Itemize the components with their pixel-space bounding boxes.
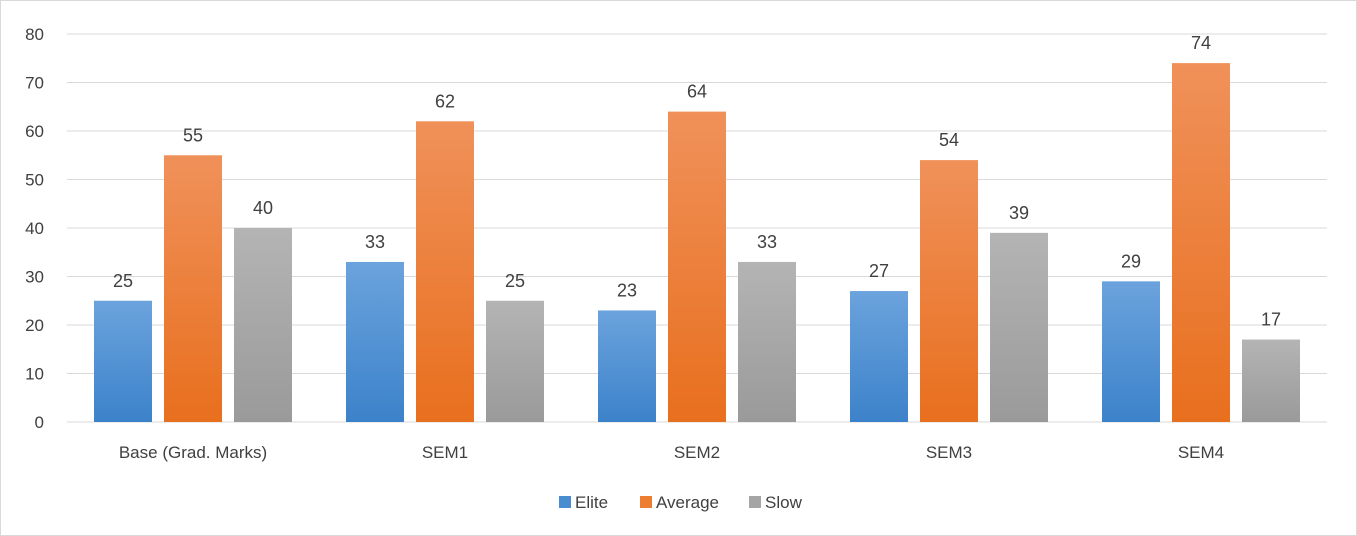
data-label: 25 xyxy=(505,271,525,291)
data-labels: 25 55 40 33 62 25 23 64 33 27 54 39 29 74 17 xyxy=(113,33,1281,329)
legend-item-slow: Slow xyxy=(749,493,803,512)
x-category-label: SEM1 xyxy=(422,443,468,462)
y-tick-label: 50 xyxy=(25,171,44,190)
data-label: 25 xyxy=(113,271,133,291)
bar-elite-4 xyxy=(1102,281,1160,422)
data-label: 39 xyxy=(1009,203,1029,223)
bar-slow-1 xyxy=(486,300,544,422)
bar-slow-3 xyxy=(990,232,1048,422)
x-category-label: SEM3 xyxy=(926,443,972,462)
data-label: 54 xyxy=(939,130,959,150)
y-tick-label: 10 xyxy=(25,365,44,384)
x-category-label: SEM4 xyxy=(1178,443,1224,462)
bar-slow-2 xyxy=(738,261,796,422)
x-axis-categories: Base (Grad. Marks) SEM1 SEM2 SEM3 SEM4 xyxy=(119,443,1224,462)
y-tick-label: 0 xyxy=(35,413,44,432)
bar-elite-0 xyxy=(94,300,152,422)
legend-swatch xyxy=(559,496,571,508)
data-label: 27 xyxy=(869,261,889,281)
x-category-label: SEM2 xyxy=(674,443,720,462)
bar-average-1 xyxy=(416,121,474,423)
legend-swatch xyxy=(640,496,652,508)
data-label: 74 xyxy=(1191,33,1211,53)
bar-slow-4 xyxy=(1242,339,1300,422)
legend-label: Average xyxy=(656,493,719,512)
data-label: 33 xyxy=(365,232,385,252)
y-tick-label: 70 xyxy=(25,74,44,93)
y-tick-label: 30 xyxy=(25,268,44,287)
legend-label: Slow xyxy=(765,493,803,512)
data-label: 40 xyxy=(253,198,273,218)
data-label: 17 xyxy=(1261,310,1281,330)
bar-elite-3 xyxy=(850,291,908,422)
legend-item-average: Average xyxy=(640,493,719,512)
y-tick-label: 20 xyxy=(25,316,44,335)
data-label: 55 xyxy=(183,125,203,145)
y-tick-label: 40 xyxy=(25,219,44,238)
legend-label: Elite xyxy=(575,493,608,512)
bar-average-0 xyxy=(164,155,222,422)
bar-elite-2 xyxy=(598,310,656,422)
data-label: 23 xyxy=(617,280,637,300)
data-label: 33 xyxy=(757,232,777,252)
data-label: 64 xyxy=(687,82,707,102)
data-label: 62 xyxy=(435,91,455,111)
legend: Elite Average Slow xyxy=(559,493,803,512)
data-label: 29 xyxy=(1121,251,1141,271)
bar-average-2 xyxy=(668,111,726,422)
y-tick-label: 80 xyxy=(25,25,44,44)
legend-item-elite: Elite xyxy=(559,493,608,512)
y-axis-ticks: 0 10 20 30 40 50 60 70 80 xyxy=(25,25,44,432)
bars xyxy=(94,63,1300,423)
x-category-label: Base (Grad. Marks) xyxy=(119,443,267,462)
y-tick-label: 60 xyxy=(25,122,44,141)
legend-swatch xyxy=(749,496,761,508)
bar-elite-1 xyxy=(346,261,404,422)
bar-slow-0 xyxy=(234,228,292,422)
bar-average-3 xyxy=(920,160,978,422)
bar-average-4 xyxy=(1172,63,1230,422)
